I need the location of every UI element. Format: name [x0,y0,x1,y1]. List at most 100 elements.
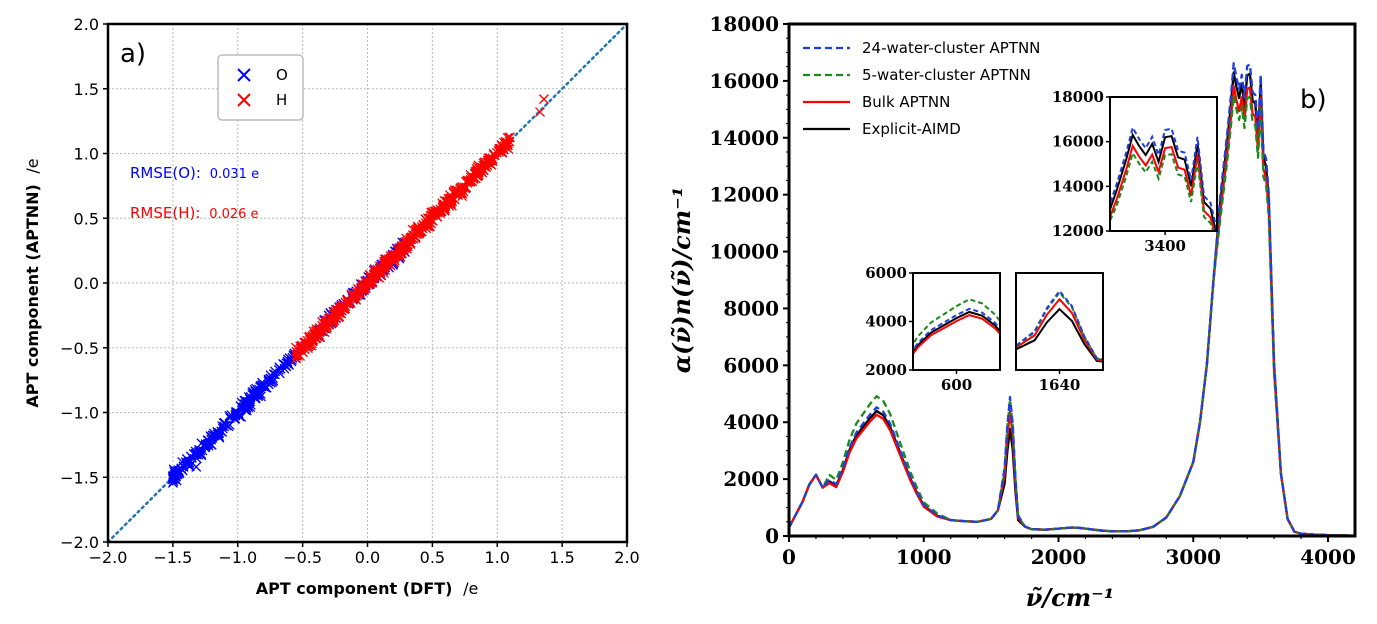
marker-H [317,320,328,331]
marker-H [440,203,450,214]
marker-O [235,401,246,411]
x-ticks-b: 0 1000 2000 3000 4000 [782,536,1356,569]
marker-H [502,133,513,143]
legend-x-H [237,93,251,107]
marker-O [268,369,279,380]
legend-label-aimd: Explicit-AIMD [862,120,961,138]
x-tick-label: −2.0 [89,548,128,567]
marker-H [485,155,496,165]
marker-H [304,332,315,343]
legend-b: 24-water-cluster APTNN 5-water-cluster A… [803,39,1040,138]
marker-H [446,195,457,206]
y-tick-label: −1.0 [60,404,99,423]
y-tick-label-b: 14000 [709,126,779,150]
legend-box [217,54,304,121]
x-axis-label-text: APT component (DFT) [256,579,453,598]
x-tick-label-b: 4000 [1300,545,1356,569]
y-tick-label-b: 8000 [723,296,779,320]
marker-H [369,272,379,283]
marker-H [535,107,546,118]
marker-H [539,94,549,105]
legend-label-5-water: 5-water-cluster APTNN [862,66,1031,84]
inset-series-line [1110,132,1217,231]
marker-H [443,193,454,204]
inset-x-tick-label: 1640 [1039,376,1081,394]
y-tick-label-b: 10000 [709,240,779,264]
inset-series-line [913,310,1000,354]
y-tick-label: 0.0 [74,274,99,293]
y-axis-label-b: α(ν̃)n(ν̃)/cm⁻¹ [667,187,696,374]
marker-O [191,461,202,472]
inset-y-tick-label: 16000 [1052,133,1104,151]
legend-label-H: H [276,91,287,109]
rmse-o-annotation: RMSE(O): 0.031 e [130,164,259,182]
series-H [291,94,549,364]
inset-lines [1016,289,1103,363]
inset-frame [1109,96,1218,232]
marker-H [291,342,302,353]
marker-O [206,439,217,450]
marker-O [231,407,242,418]
inset-y-tick-label: 6000 [865,264,907,282]
marker-O [226,410,237,421]
marker-O [209,430,220,441]
marker-O [168,464,179,475]
marker-H [433,206,444,217]
legend-marker-H [237,93,251,107]
marker-H [457,181,468,192]
marker-H [382,257,392,268]
marker-H [407,230,418,241]
marker-O [245,392,256,402]
marker-H [494,143,505,154]
y-tick-label: 0.5 [74,209,99,228]
rmse-h-annotation: RMSE(H): 0.026 e [130,204,259,222]
marker-O [194,447,205,458]
marker-H [404,234,415,245]
marker-H [420,218,431,229]
x-tick-label-b: 1000 [896,545,952,569]
y-tick-label: −1.5 [60,468,99,487]
inset-x-tick-label: 3400 [1144,237,1186,255]
marker-O [183,457,194,468]
x-tick-label: −1.5 [153,548,192,567]
scatter-panel: −2.0 −1.5 −1.0 −0.5 0.0 0.5 1.0 1.5 2.0 −2.0 −1.5… [23,15,640,598]
marker-H [389,255,400,266]
marker-H [459,182,470,193]
marker-O [170,473,181,484]
x-axis-label: APT component (DFT) /e [256,579,479,598]
rmse-h-value: 0.026 e [209,207,258,222]
y-tick-label-b: 0 [765,524,779,548]
legend-label-24-water: 24-water-cluster APTNN [862,39,1040,57]
marker-O [196,450,207,461]
marker-O [251,389,262,400]
y-axis-label-text: APT component (APTNN) [23,184,42,407]
y-tick-label-b: 4000 [723,410,779,434]
inset-background [1016,273,1103,370]
marker-O [256,381,267,392]
x-tick-label: 0.5 [420,548,445,567]
inset-3400: 3400 12000 14000 16000 18000 [1052,88,1218,255]
y-ticks-b: 0 2000 4000 6000 8000 10000 12000 14000 16000 180… [709,12,789,548]
y-tick-label-b: 18000 [709,12,779,36]
marker-H [330,306,341,317]
y-tick-label: −2.0 [60,533,99,552]
panel-label-b: b) [1300,85,1327,115]
marker-H [475,165,486,176]
x-tick-label: −1.0 [218,548,257,567]
x-tick-label: 1.0 [485,548,510,567]
x-tick-label: −0.5 [283,548,322,567]
marker-O [168,474,178,485]
marker-O [265,373,276,384]
inset-lines [1110,125,1217,231]
inset-lines [913,298,1000,356]
y-tick-label: −0.5 [60,339,99,358]
inset-series-line [1110,125,1217,231]
x-tick-label-b: 3000 [1165,545,1221,569]
legend: O H [217,54,304,121]
x-tick-label-b: 0 [782,545,796,569]
rmse-o-value: 0.031 e [210,167,259,182]
inset-y-tick-label: 4000 [865,313,907,331]
marker-H [394,246,405,257]
y-tick-label: 1.5 [74,80,99,99]
